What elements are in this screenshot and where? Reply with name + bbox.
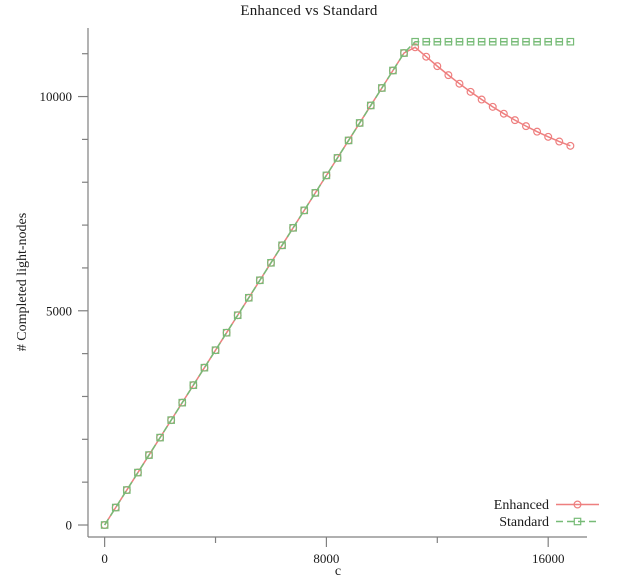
legend-sample-marker [573,517,582,526]
y-tick-label: 5000 [46,303,72,318]
y-axis-ticks: 0 5000 10000 [40,53,88,533]
series-marker [100,521,109,529]
series-marker [167,416,175,424]
series-marker [544,37,552,46]
series-marker [444,71,453,80]
series-marker [355,119,364,127]
series-marker [466,87,475,96]
series-marker [488,102,497,111]
series-marker [510,116,519,125]
legend-sample-marker [573,500,582,509]
series-marker [422,52,431,61]
series-marker [111,503,120,512]
series-marker [455,79,464,88]
y-tick-label: 0 [66,518,73,533]
series-marker [522,122,531,131]
series-marker [389,66,397,75]
series-marker [300,206,309,215]
series-marker [477,37,486,46]
series-marker [511,37,519,46]
series-line [103,46,571,526]
series-marker [366,101,375,110]
series-marker [566,141,575,150]
series-marker [134,468,142,477]
series-marker [145,451,153,459]
series-marker [566,37,575,46]
series-marker [189,381,198,389]
x-tick-label: 8000 [313,551,339,566]
series-enhanced [100,43,575,530]
series-marker [211,346,220,354]
series-marker [156,433,164,442]
x-axis-ticks: 0 8000 16000 [101,537,564,566]
chart-title: Enhanced vs Standard [240,3,378,19]
data-series-group [100,37,575,530]
series-marker [555,37,564,46]
series-line [103,40,571,526]
x-axis-title: c [335,564,341,579]
x-tick-label: 16000 [532,551,565,566]
series-marker [522,37,530,46]
series-marker [533,37,541,46]
series-marker [422,37,431,46]
series-marker [267,258,275,267]
series-marker [444,37,453,46]
series-marker [400,49,408,57]
series-marker [433,62,442,71]
legend-label-enhanced: Enhanced [494,498,549,513]
series-marker [244,293,253,302]
series-marker [544,132,553,141]
series-marker [488,37,497,46]
series-marker [256,276,264,285]
series-marker [433,37,442,46]
series-standard [100,37,575,529]
series-marker [500,37,508,46]
chart-legend: Enhanced Standard [494,498,599,530]
x-tick-label: 0 [101,551,108,566]
y-tick-label: 10000 [40,89,73,104]
series-marker [322,171,331,180]
series-marker [200,363,209,372]
y-axis-title: # Completed light-nodes [15,213,30,351]
series-marker [378,84,386,92]
series-marker [178,398,187,407]
series-marker [233,311,242,320]
legend-label-standard: Standard [499,515,549,530]
series-marker [123,486,131,494]
series-marker [533,127,542,136]
series-marker [289,224,297,232]
series-marker [411,43,420,52]
series-marker [411,37,419,46]
series-marker [222,328,231,337]
series-marker [555,137,564,146]
series-marker [344,136,353,145]
series-marker [278,241,286,250]
series-marker [477,95,486,104]
series-marker [311,189,320,197]
series-marker [466,37,475,46]
series-marker [499,109,508,118]
series-marker [333,154,342,162]
series-marker [455,37,464,46]
